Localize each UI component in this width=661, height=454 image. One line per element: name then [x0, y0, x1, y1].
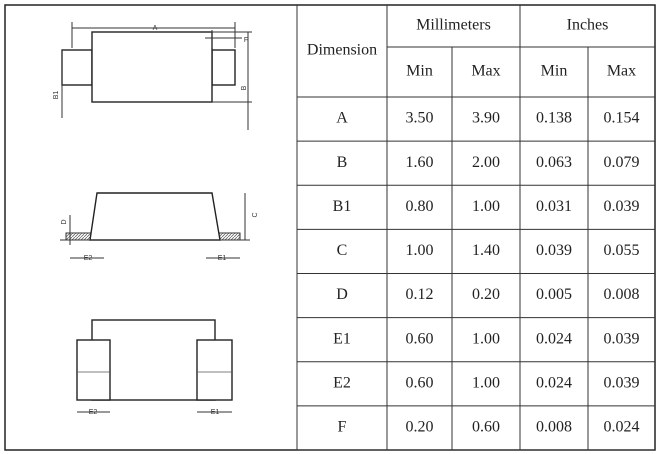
cell: 0.60	[406, 374, 434, 391]
cell: 1.00	[472, 374, 500, 391]
label: E2	[84, 255, 93, 262]
label: E1	[211, 409, 220, 416]
cell: 0.60	[406, 330, 434, 347]
header: Dimension	[307, 42, 377, 59]
cell: D	[336, 286, 348, 303]
subheader: Min	[541, 63, 568, 80]
cell: 1.00	[406, 242, 434, 259]
cell: 0.079	[604, 154, 640, 171]
cell: 3.50	[406, 110, 434, 127]
label: C	[252, 212, 259, 217]
cell: 2.00	[472, 154, 500, 171]
label: D	[61, 219, 68, 224]
cell: B	[337, 154, 348, 171]
table: Dimension Millimeters Inches Min Max Min Max A 3…	[296, 5, 655, 451]
subheader: Max	[607, 63, 636, 80]
cell: 0.039	[604, 374, 640, 391]
cell: 0.80	[406, 198, 434, 215]
group-header: Inches	[567, 17, 609, 34]
cell: 0.008	[604, 286, 640, 303]
cell: C	[337, 242, 348, 259]
cell: 0.031	[536, 198, 572, 215]
cell: 0.039	[536, 242, 572, 259]
cell: 0.154	[604, 110, 640, 127]
cell: 1.40	[472, 242, 500, 259]
cell: 0.039	[604, 330, 640, 347]
cell: 0.60	[472, 419, 500, 436]
cell: 0.024	[536, 374, 572, 391]
cell: 0.005	[536, 286, 572, 303]
cell: E1	[333, 330, 351, 347]
cell: 0.055	[604, 242, 640, 259]
label: A	[153, 25, 158, 32]
cell: 0.138	[536, 110, 572, 127]
cell: 0.024	[604, 419, 640, 436]
drawing-top: A F B1 B	[53, 22, 252, 130]
drawing-bottom: E2 E1	[76, 319, 233, 416]
cell: B1	[333, 198, 352, 215]
cell: 0.008	[536, 419, 572, 436]
cell: 0.20	[472, 286, 500, 303]
drawing-side: D C E2 E1	[60, 192, 259, 262]
cell: 0.12	[406, 286, 434, 303]
cell: A	[336, 110, 348, 127]
subheader: Max	[471, 63, 500, 80]
label: B1	[53, 91, 60, 100]
cell: 0.063	[536, 154, 572, 171]
cell: 0.024	[536, 330, 572, 347]
subheader: Min	[406, 63, 433, 80]
cell: F	[338, 419, 347, 436]
group-header: Millimeters	[416, 17, 491, 34]
cell: 1.00	[472, 198, 500, 215]
label: E2	[89, 409, 98, 416]
cell: 0.20	[406, 419, 434, 436]
label: F	[244, 37, 248, 44]
cell: 1.00	[472, 330, 500, 347]
cell: 0.039	[604, 198, 640, 215]
label: E1	[218, 255, 227, 262]
cell: 3.90	[472, 110, 500, 127]
cell: E2	[333, 374, 351, 391]
label: B	[241, 85, 248, 90]
cell: 1.60	[406, 154, 434, 171]
